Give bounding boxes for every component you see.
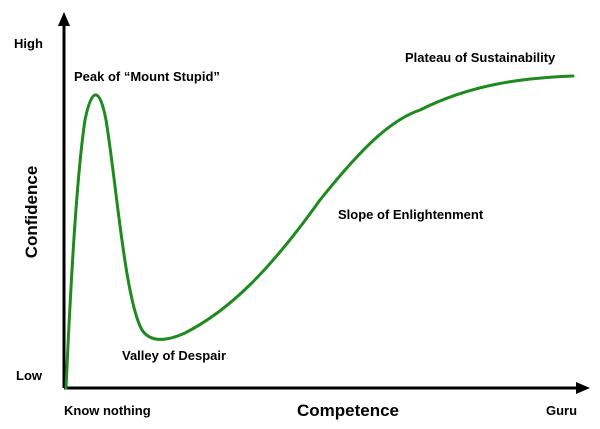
y-tick-label-high: High <box>14 36 43 51</box>
annotation-slope-of-enlightenment: Slope of Enlightenment <box>338 207 484 222</box>
annotation-plateau-of-sustainability: Plateau of Sustainability <box>405 50 556 65</box>
annotation-valley-of-despair: Valley of Despair <box>122 348 226 363</box>
x-tick-label-guru: Guru <box>546 403 577 418</box>
annotation-peak-mount-stupid: Peak of “Mount Stupid” <box>74 69 220 84</box>
y-axis-title: Confidence <box>22 166 41 259</box>
y-axis-arrowhead <box>58 12 70 26</box>
x-axis-arrowhead <box>576 382 590 394</box>
confidence-curve <box>64 74 575 390</box>
x-axis-title: Competence <box>297 401 399 420</box>
x-tick-label-know-nothing: Know nothing <box>64 403 151 418</box>
y-tick-label-low: Low <box>16 368 43 383</box>
